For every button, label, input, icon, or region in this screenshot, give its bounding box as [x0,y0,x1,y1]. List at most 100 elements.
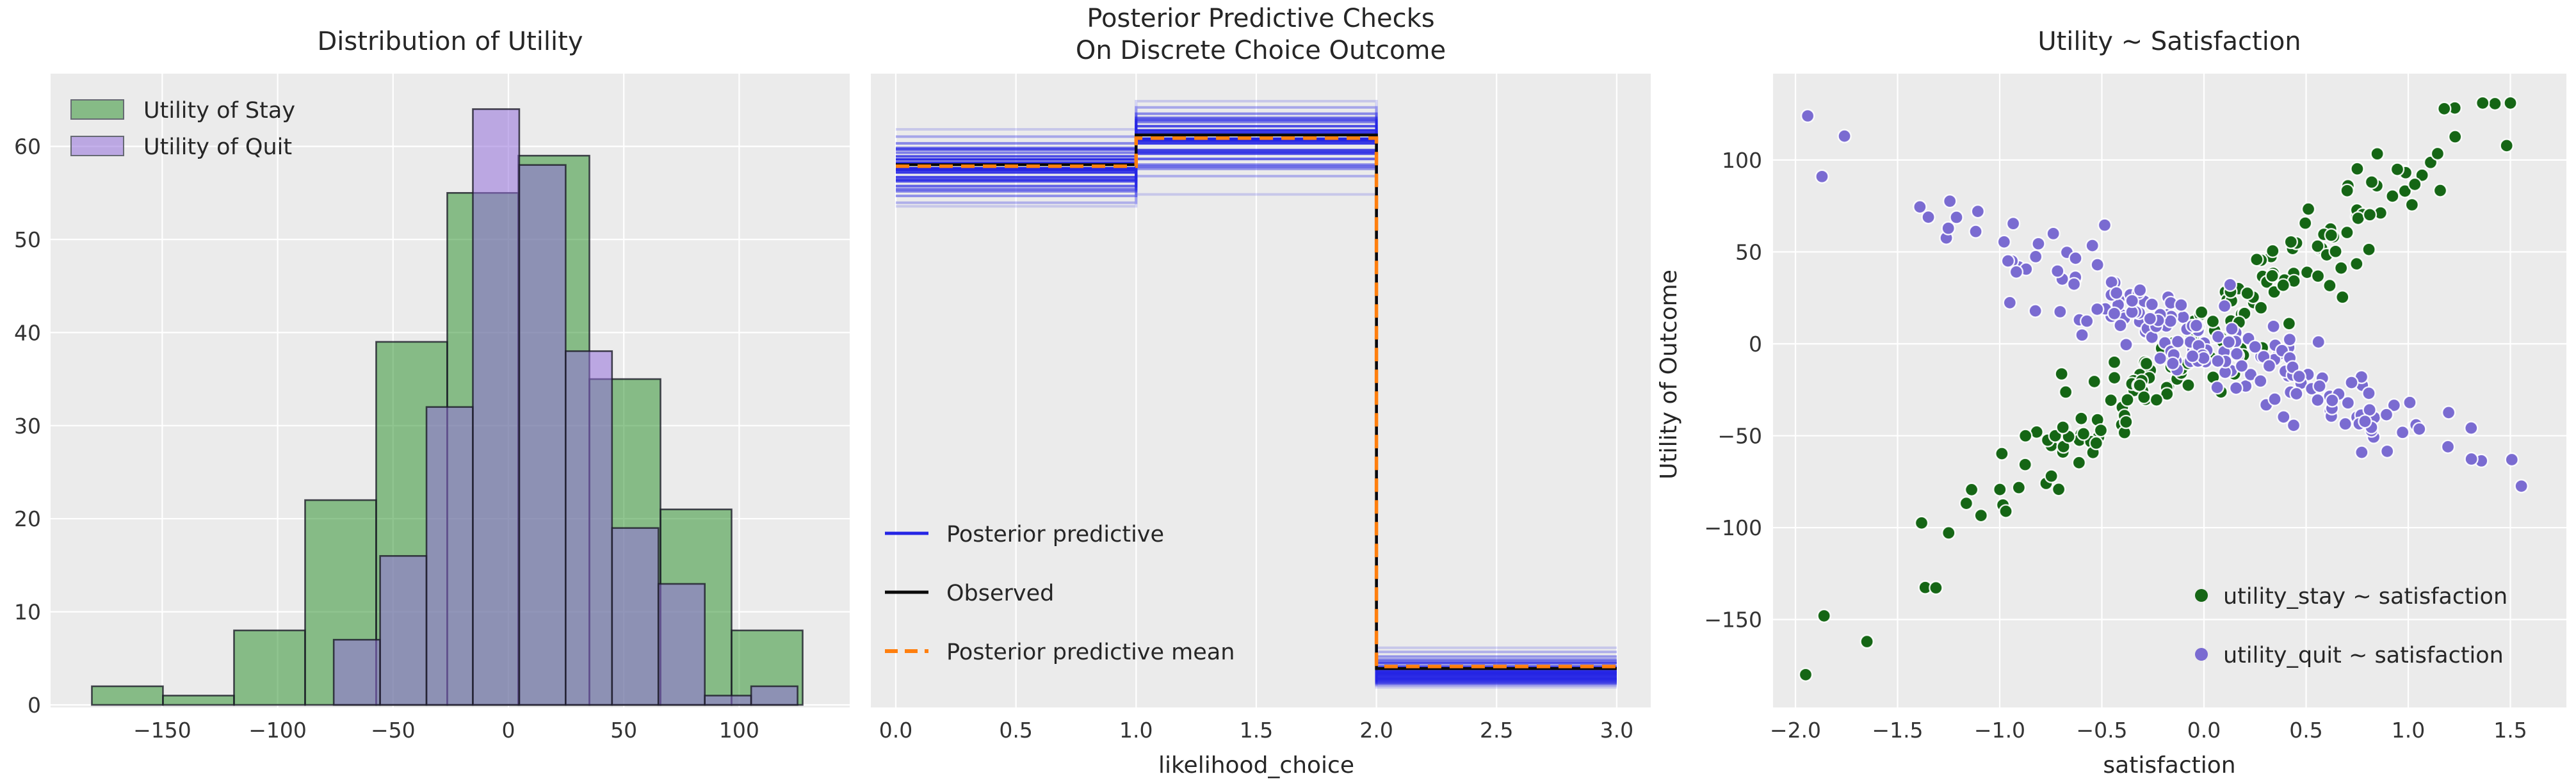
scatter-point [2385,189,2400,204]
scatter-point [2143,311,2158,326]
scatter-point [2125,293,2139,309]
hist-title: Distribution of Utility [318,27,583,56]
scatter-point [2441,405,2456,420]
ppc-xlabel: likelihood_choice [1158,752,1354,779]
scatter-point [2464,451,2479,467]
hist-bar [565,350,613,706]
y-tick-label: 30 [14,414,41,439]
ppc-sample-line [896,167,1617,658]
scatter-point [2267,392,2282,407]
scatter-point [2071,455,2087,470]
scatter-point [2217,298,2232,314]
scatter-point [2018,457,2032,472]
scatter-point [2404,197,2420,213]
scatter-point [2076,426,2091,441]
legend-swatch-utility-of-stay [70,99,124,120]
scatter-plot: −2.0 −1.5 −1.0 −0.5 0.0 0.5 1.0 1.5 100 50 0 −50 −10… [1704,74,2566,743]
scatter-point [2333,261,2349,275]
x-tick-label: −50 [371,718,416,743]
scatter-point [2281,316,2297,331]
legend-label-utility-quit: utility_quit ~ satisfaction [2223,643,2504,668]
scatter-point [2310,392,2325,408]
ppc-sample-line [896,163,1617,661]
scatter-point [2386,398,2402,413]
scatter-point [2379,444,2395,459]
scatter-point [2364,175,2379,190]
ppc-sample-line [896,106,1617,687]
hist-bar [704,695,752,706]
scatter-point [2066,277,2082,292]
scatter-ylabel: Utility of Outcome [1656,270,1682,480]
scatter-point [2224,321,2239,336]
scatter-point [1913,199,1927,214]
x-tick-label: 100 [719,718,759,743]
scatter-point [2310,269,2326,284]
scatter-point [2464,421,2479,435]
scatter-point [2050,264,2065,278]
scatter-point [2120,392,2135,407]
scatter-point [2379,407,2394,422]
x-tick-label: −2.0 [1770,718,1821,743]
hist-bar [233,629,306,706]
legend-swatch-utility-of-quit [70,136,124,156]
scatter-xlabel: satisfaction [2103,752,2235,779]
x-tick-label: 1.5 [2493,718,2527,743]
scatter-point [2276,278,2290,293]
scatter-point [1800,108,1815,124]
scatter-point [1921,210,1936,225]
hist-bar [425,406,474,706]
scatter-point [1995,446,2009,461]
scatter-point [2488,96,2502,111]
scatter-point [1942,194,1957,209]
y-tick-label: 50 [14,227,41,252]
hist-legend: Utility of Stay Utility of Quit [70,98,295,160]
scatter-point [2000,254,2016,268]
scatter-point [2174,298,2189,312]
scatter-point [2079,314,2094,328]
x-tick-label: 2.0 [1359,718,1393,743]
x-tick-label: 0.5 [999,718,1032,743]
legend-label-posterior-predictive: Posterior predictive [946,522,1164,547]
scatter-point [2113,318,2128,333]
y-tick-label: 100 [1722,148,1762,173]
hist-bars-quit [332,108,798,706]
scatter-point [2087,374,2102,389]
scatter-point [1997,234,2012,250]
x-tick-label: 3.0 [1600,718,1633,743]
scatter-point [2046,226,2061,241]
scatter-point [1837,129,1852,143]
scatter-point [1970,204,1986,219]
scatter-point [2119,337,2134,352]
scatter-point [2362,207,2378,222]
ppc-sample-line [896,193,1617,649]
scatter-point [2503,95,2518,111]
scatter-point [2354,445,2369,460]
scatter-point [2018,428,2033,443]
x-tick-label: −1.0 [1974,718,2025,743]
scatter-point [2103,392,2118,408]
scatter-point [1949,210,1964,225]
x-tick-label: 0.0 [2187,718,2221,743]
scatter-point [2149,392,2164,407]
scatter-point [2351,211,2365,226]
scatter-point [2189,318,2204,333]
scatter-point [2085,238,2100,253]
scatter-point [2292,369,2306,384]
scatter-point [2338,416,2353,432]
x-tick-label: 0.0 [879,718,912,743]
scatter-point [2228,380,2244,396]
scatter-point [1859,634,1874,649]
histogram-plot: −150 −100 −50 0 50 100 0 10 20 30 40 50 60 [14,74,850,743]
scatter-point [2310,239,2325,254]
ppc-sample-line [896,117,1617,684]
scatter-point [2002,295,2018,310]
x-tick-label: 1.0 [2392,718,2425,743]
ppc-mean-line [896,136,1617,668]
hist-bar [657,583,706,706]
scatter-point [2262,359,2277,373]
ppc-sample-line [896,165,1617,663]
scatter-point [2265,243,2280,259]
legend-label-utility-stay: utility_stay ~ satisfaction [2223,584,2507,609]
scatter-point [1973,508,1989,523]
